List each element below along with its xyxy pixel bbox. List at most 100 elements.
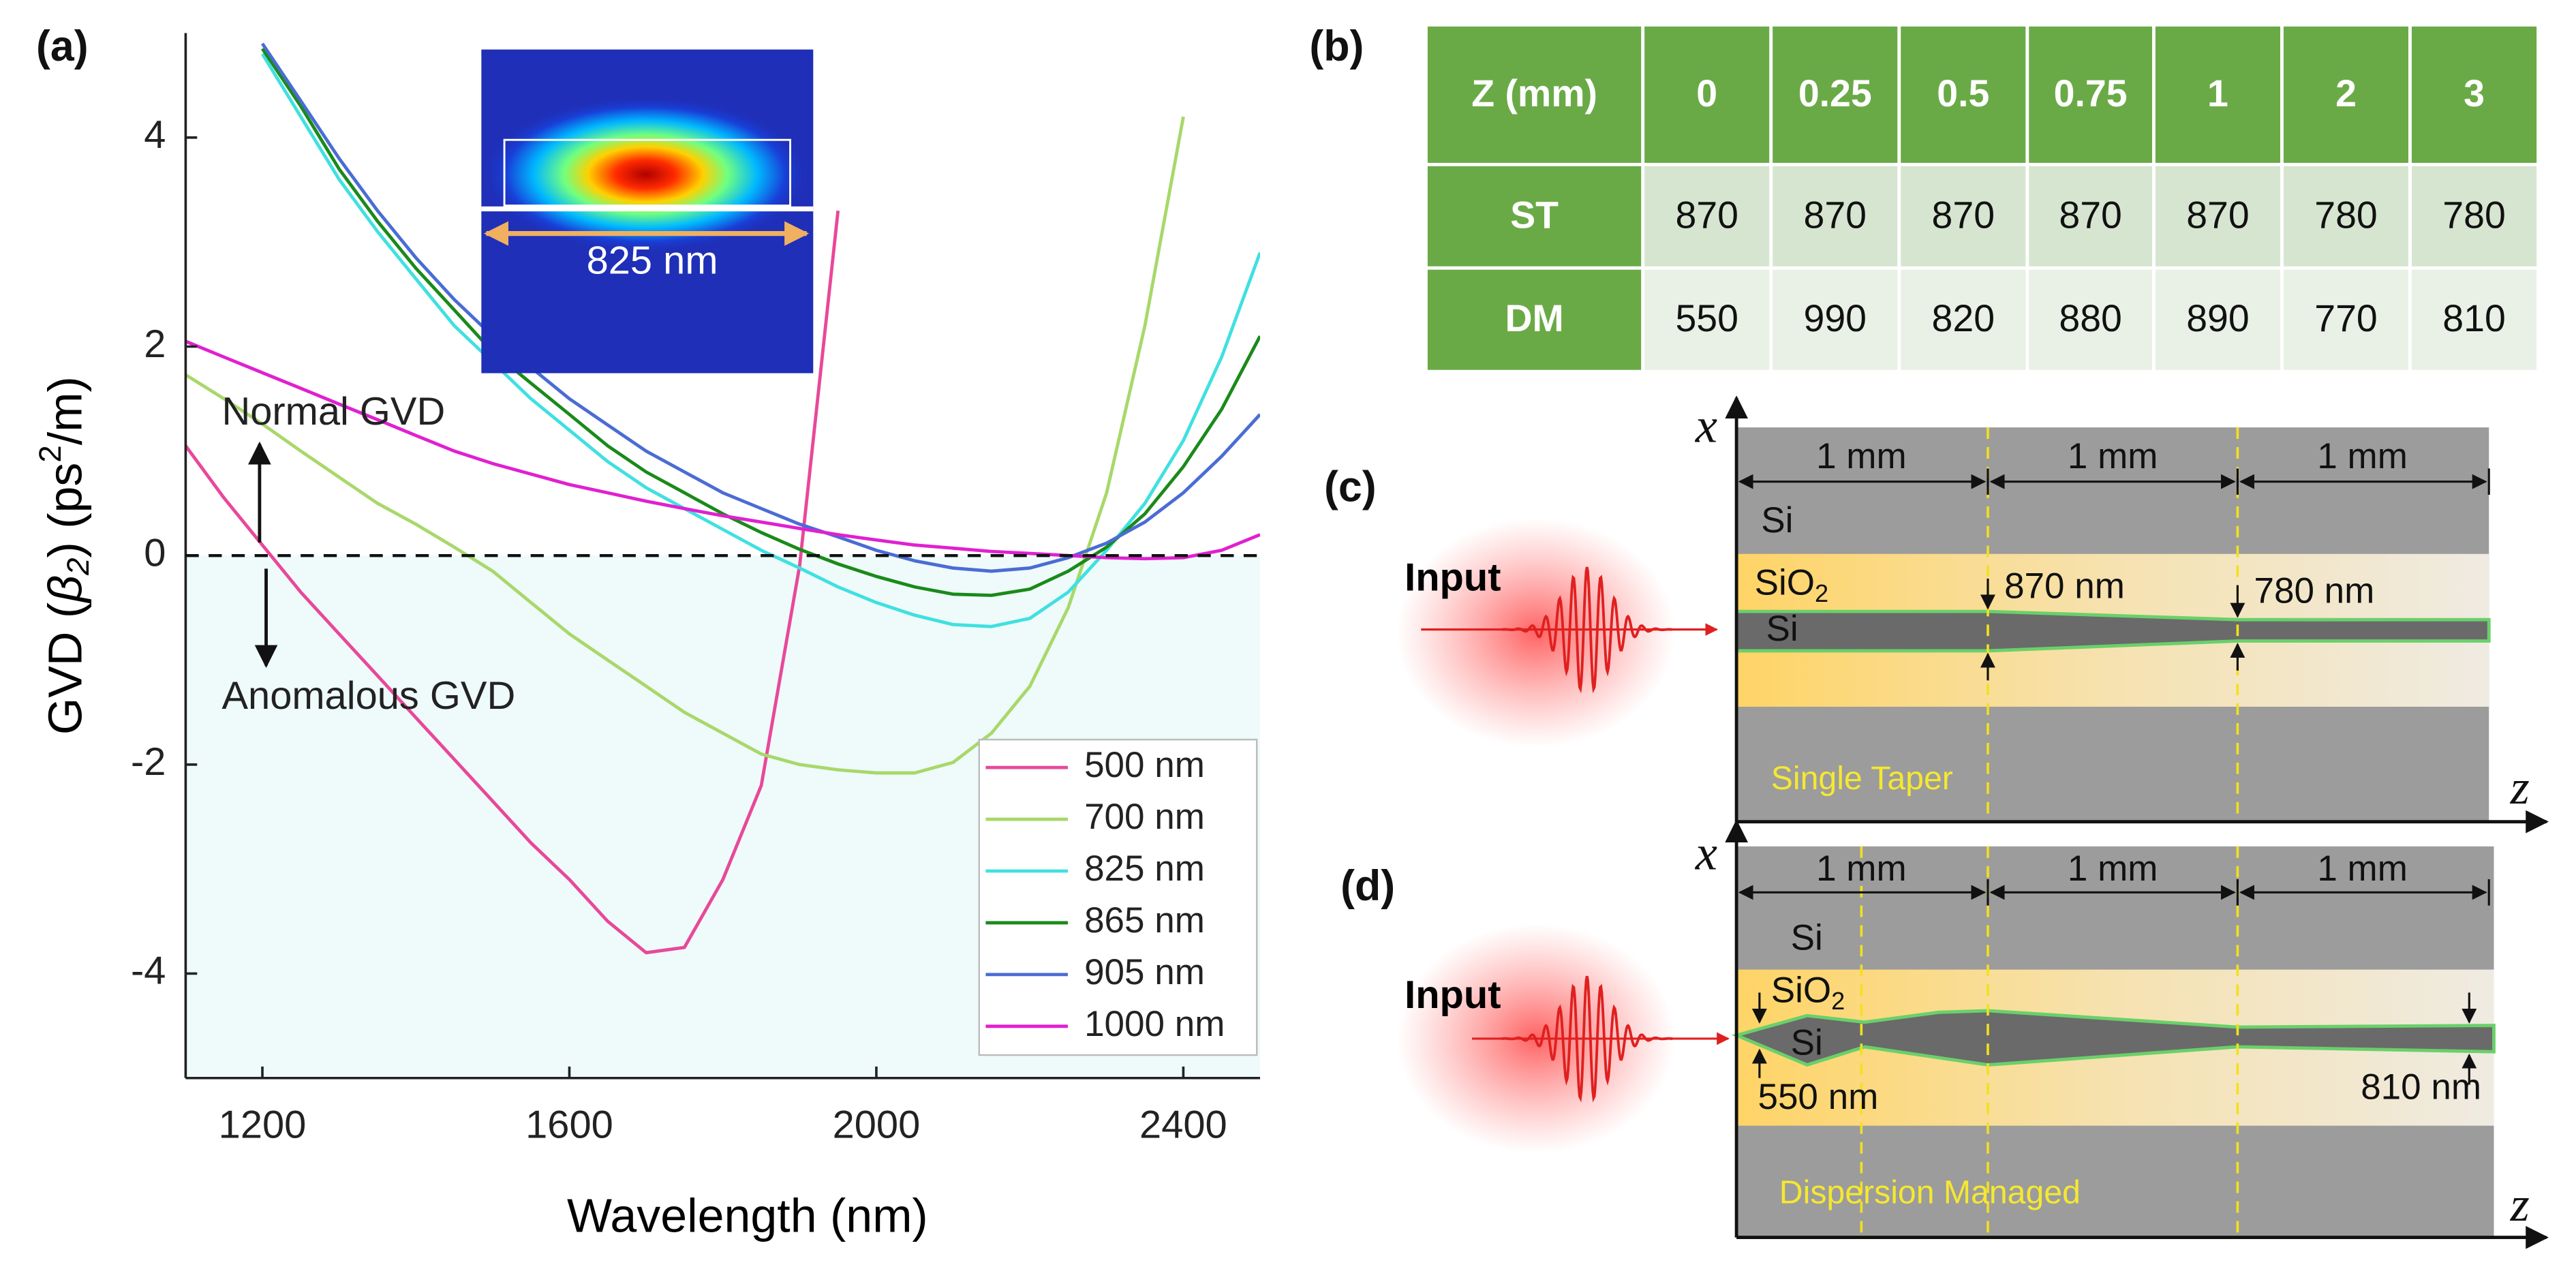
layer-label: Si [1766,609,1798,649]
cell-text: 3 [2464,72,2485,115]
cell-text: 870 [2059,194,2122,236]
x-tick-label: 1200 [219,1103,307,1146]
core [1734,609,2491,653]
width-label: 550 nm [1758,1077,1878,1117]
cell-text: Z (mm) [1471,72,1597,115]
table-cell [2408,23,2540,166]
span-label: 1 mm [2068,849,2158,889]
cell-text: 820 [1932,297,1995,339]
dimensions [1735,468,2490,495]
curves [185,42,1261,955]
text-part: SiO [1755,563,1815,603]
cell-text: DM [1505,297,1563,339]
y-label-part: 2 [61,558,95,575]
legend-label: 1000 nm [1084,1004,1225,1044]
table-cell [2152,162,2284,270]
legend [978,738,1258,1056]
table-cell [1424,266,1645,373]
span-label: 1 mm [2068,436,2158,476]
width-label: 780 nm [2254,571,2375,611]
axis-label: z [2510,1177,2530,1232]
panel-label: (b) [1309,22,1364,70]
x-tick-label: 1600 [525,1103,613,1146]
table-cell [1769,266,1901,373]
y-tick-label: 2 [144,322,166,366]
table-cell [2025,162,2156,270]
cell-text: 780 [2442,194,2506,236]
input-label: Input [1405,556,1501,600]
cell-text: 890 [2186,297,2250,339]
diagram: (d) x z 1 mm 1 mm 1 mm Si SiO2 Si 550 nm… [1340,819,2549,1249]
cell-text: 0.25 [1798,72,1872,115]
text-part: 2 [1815,579,1828,607]
layer-label: Si [1761,500,1793,540]
table-cell [2152,23,2284,166]
diagram: (c) x z 1 mm 1 mm 1 mm Si SiO2 Si 870 nm… [1324,395,2549,834]
cell-text: 1 [2207,72,2228,115]
diagram-name: Single Taper [1771,760,1953,797]
annotation: Anomalous GVD [221,674,515,718]
layer-label: SiO2 [1755,563,1829,607]
cell-text: 0.5 [1937,72,1989,115]
cell-text: 550 [1675,297,1738,339]
inset-label: 825 nm [587,239,718,282]
span-label: 1 mm [2317,849,2408,889]
y-label-part: 2 [33,445,67,462]
legend-label: 825 nm [1084,849,1205,889]
axis-label: x [1695,825,1717,880]
cell-text: 870 [1932,194,1995,236]
table-cell [1897,162,2029,270]
panel-label: (c) [1324,463,1377,510]
axis-label: x [1695,399,1717,453]
y-label-part: GVD ( [39,602,92,735]
y-tick-label: 0 [144,531,166,575]
legend-label: 500 nm [1084,745,1205,785]
y-axis-label: GVD (β2) (ps2/m) [33,376,95,735]
span-label: 1 mm [1816,849,1907,889]
y-label-part: /m) [39,376,92,445]
x-tick-label: 2000 [833,1103,921,1146]
width-label: 870 nm [2004,566,2125,606]
dimensions [1735,879,2490,906]
span-label: 1 mm [2317,436,2408,476]
table-cell [2280,162,2412,270]
cell-text: 0 [1696,72,1717,115]
input-label: Input [1405,973,1501,1017]
layer-label: SiO2 [1771,970,1845,1014]
series-line [185,210,840,955]
series-line [185,339,1261,561]
x-axis-label: Wavelength (nm) [567,1189,928,1242]
text-part: 2 [1831,986,1845,1014]
legend-label: 905 nm [1084,952,1205,992]
y-label-part: β [39,575,92,604]
pulse [1501,975,1673,1103]
axis-label: z [2510,760,2530,814]
y-tick-label: -2 [131,740,166,784]
cell-text: ST [1510,194,1559,236]
cell-text: 870 [1804,194,1867,236]
series-line [260,52,1261,628]
annotation: Normal GVD [221,390,445,433]
x-tick-label: 2400 [1139,1103,1227,1146]
cell-text: 2 [2335,72,2357,115]
table-cell [1641,266,1773,373]
legend-label: 700 nm [1084,797,1205,837]
ticks: -4 -2 0 2 4 1200 1600 2000 2400 [131,113,1261,1146]
table-cell [1424,162,1645,270]
core [1731,1009,2496,1067]
y-tick-label: -4 [131,949,166,993]
diagram-name: Dispersion Managed [1779,1174,2081,1211]
panel-label: (a) [36,22,89,70]
table: Z (mm) 0 0.25 0.5 0.75 1 2 3 ST 870 870 870 870 870 78… [1424,23,2540,373]
cell-text: 870 [1675,194,1738,236]
table-cell [1897,266,2029,373]
cell-text: 0.75 [2054,72,2128,115]
table-cell [2408,266,2540,373]
cell-text: 780 [2314,194,2378,236]
cell-text: 770 [2314,297,2378,339]
pulse [1501,566,1673,694]
cell-text: 810 [2442,297,2506,339]
layer-label: Si [1791,917,1823,958]
table-cell [1641,162,1773,270]
